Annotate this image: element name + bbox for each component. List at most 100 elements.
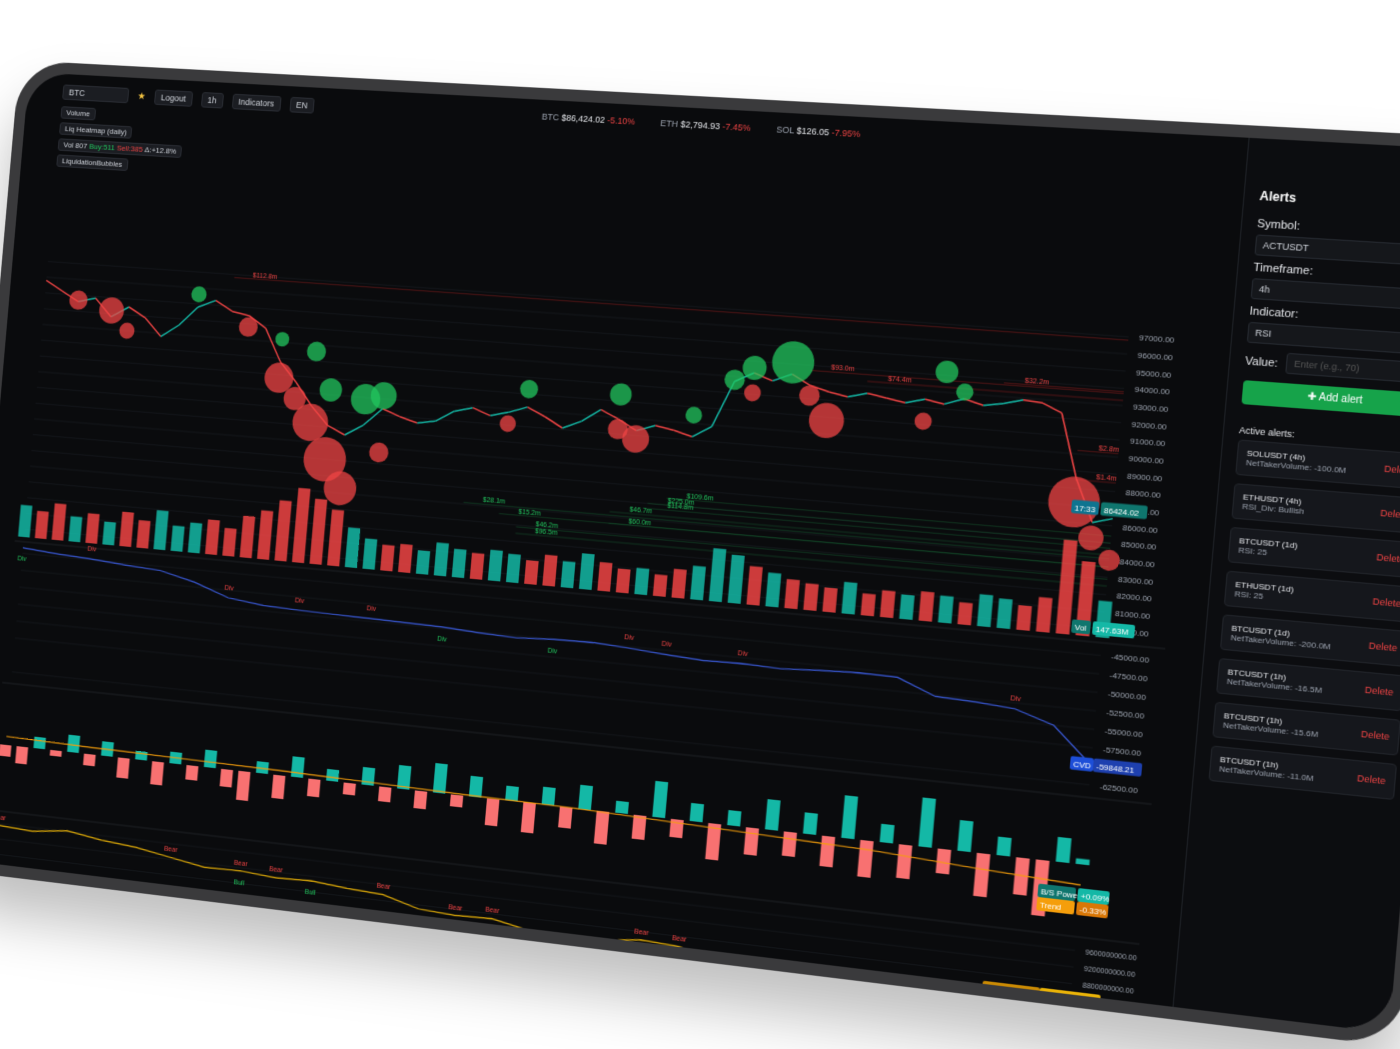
signal-marker: Div [624, 634, 635, 642]
volume-bar [841, 581, 858, 615]
indicators-button[interactable]: Indicators [231, 93, 282, 112]
volume-bar [85, 513, 100, 544]
delete-button[interactable]: Delete [1379, 507, 1400, 521]
volume-bar [257, 510, 274, 560]
volume-bar [899, 594, 915, 620]
symbol-input[interactable]: BTC [62, 84, 130, 104]
x-tick-label: 29 [814, 989, 823, 997]
price-segment [1092, 517, 1112, 524]
power-bar [541, 786, 556, 806]
liq-level-label: $46.2m [535, 521, 558, 530]
volume-bar [727, 554, 745, 604]
oi-value-tag: 7733625040.54 [1042, 991, 1102, 1008]
x-tick-label: 12:00 [958, 1006, 977, 1016]
x-tick-label: 12:00 [292, 924, 309, 933]
grid-line [12, 672, 1089, 785]
signal-marker: Div [1010, 695, 1022, 704]
label: Add alert [1318, 391, 1363, 407]
x-tick-label: 12:00 [760, 982, 778, 992]
signal-marker: Bear [982, 991, 999, 1000]
grid-line [44, 309, 1124, 389]
y-tick-label: 95000.00 [1136, 368, 1172, 380]
price-segment [1003, 398, 1023, 405]
signal-marker: Bear [164, 846, 179, 855]
add-alert-button[interactable]: ✚ Add alert [1241, 380, 1400, 418]
liquidation-bubble [1046, 474, 1103, 530]
price-segment [509, 406, 528, 414]
delete-button[interactable]: Delete [1360, 728, 1390, 743]
signal-marker: Bear [376, 883, 391, 892]
y-tick-label: 91000.00 [1130, 436, 1166, 448]
signal-marker: Bear [234, 859, 249, 868]
log-button[interactable]: LOG [1052, 1013, 1068, 1022]
price-segment [886, 398, 906, 403]
liquidation-bubble [807, 401, 846, 440]
language-select[interactable]: EN [289, 96, 315, 114]
cvd-value-tag: -59848.21 [1096, 761, 1135, 775]
liquidation-bubble [322, 470, 358, 507]
delete-button[interactable]: Delete [1368, 640, 1398, 654]
liq-level-label: $114.8m [667, 503, 694, 513]
price-segment [454, 406, 472, 412]
signal-marker: Bear [942, 982, 959, 991]
time-tag: 17:33 [1074, 503, 1096, 514]
power-bar [689, 802, 705, 823]
trend-value-tag: -0.33% [1079, 905, 1107, 918]
power-bar [802, 812, 818, 835]
signal-marker: Bear [672, 934, 688, 943]
power-bar [15, 746, 29, 765]
signal-marker: Bear [786, 960, 802, 969]
value-input[interactable]: Enter (e.g., 70) [1285, 352, 1400, 385]
volume-bar [765, 572, 782, 608]
delete-button[interactable]: Delete [1356, 772, 1387, 787]
liquidation-bubble [290, 402, 330, 443]
power-bar [306, 778, 321, 798]
power-bar [326, 768, 340, 782]
volume-bar [34, 510, 49, 540]
price-segment [867, 393, 887, 398]
power-bar [377, 786, 392, 803]
power-bar [593, 810, 610, 845]
volume-bar [222, 527, 237, 557]
panel-separator [2, 683, 1151, 805]
power-bar [135, 750, 148, 761]
alert-item: BTCUSDT (1d) RSI: 25 Delete [1227, 526, 1400, 579]
power-bar [33, 736, 46, 750]
liquidation-bubble [955, 382, 975, 402]
volume-value-tag: 147.63M [1095, 624, 1129, 637]
volume-bar [860, 593, 876, 617]
delete-button[interactable]: Delete [1383, 463, 1400, 477]
interval-select[interactable]: 1h [200, 91, 224, 109]
power-bar [781, 831, 797, 858]
price-segment [232, 311, 250, 315]
power-bar [150, 761, 164, 786]
delete-button[interactable]: Delete [1375, 551, 1400, 565]
power-bar [957, 820, 974, 853]
liquidation-bubble [723, 368, 746, 391]
signal-marker: Bear [269, 866, 284, 875]
y-tick-label: 86000.00 [1122, 522, 1158, 535]
volume-bar [560, 561, 576, 589]
y-tick-label: 82000.00 [1116, 591, 1152, 604]
label: Value: [1244, 355, 1279, 370]
liq-level-label: $96.5m [535, 528, 558, 537]
panel-title: Alerts [1258, 188, 1297, 206]
delete-button[interactable]: Delete [1372, 596, 1400, 610]
power-bar [219, 768, 234, 788]
signal-marker: Div [737, 650, 748, 658]
tablet-frame: BTC ★ Logout 1h Indicators EN BTC $86,42… [0, 60, 1400, 1048]
y-tick-label: 93000.00 [1133, 402, 1169, 414]
y-tick-label: -47500.00 [1109, 670, 1148, 683]
signal-marker: Div [17, 556, 27, 564]
logout-button[interactable]: Logout [153, 89, 193, 107]
volume-bar [708, 548, 727, 603]
y-tick-label: 85000.00 [1121, 540, 1157, 553]
favorite[interactable]: ★ [137, 90, 147, 102]
volume-bar [937, 595, 954, 624]
delete-button[interactable]: Delete [1364, 684, 1394, 698]
y-tick-label: 97000.00 [1139, 333, 1175, 345]
liquidation-bubble [118, 322, 136, 340]
liq-level-label: $74.4m [888, 376, 913, 385]
power-bar [857, 839, 874, 878]
liquidation-bubble [743, 383, 762, 402]
